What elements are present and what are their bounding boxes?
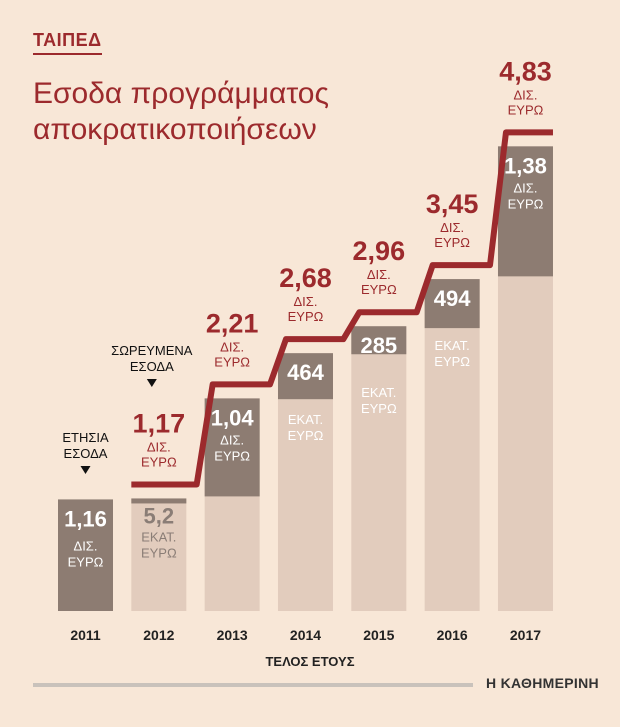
cumulative-unit-label: ΕΥΡΩ <box>361 282 397 297</box>
bar-unit-label: ΕΚΑΤ. <box>288 412 323 427</box>
x-tick-label: 2014 <box>290 627 321 643</box>
annotation-label: ΕΤΗΣΙΑ <box>62 430 109 445</box>
bar-unit-label: ΕΚΑΤ. <box>141 529 176 544</box>
bar-annual <box>277 353 333 400</box>
x-tick-label: 2015 <box>363 627 394 643</box>
cumulative-unit-label: ΕΥΡΩ <box>288 309 324 324</box>
chart-title-line-1: Εσοδα προγράμματος <box>33 77 329 110</box>
cumulative-value-label: 2,96 <box>353 236 406 266</box>
annotation-label: ΕΣΟΔΑ <box>130 359 174 374</box>
bar-unit-label: ΔΙΣ. <box>74 538 98 553</box>
bar-unit-label: ΕΚΑΤ. <box>435 338 470 353</box>
bar-value-label: 285 <box>360 333 397 358</box>
cumulative-unit-label: ΕΥΡΩ <box>508 102 544 117</box>
bar-cumulative <box>424 279 480 611</box>
cumulative-unit-label: ΕΥΡΩ <box>141 454 177 469</box>
bar-value-label: 1,04 <box>211 405 255 430</box>
cumulative-value-label: 2,21 <box>206 308 259 338</box>
bar-cumulative <box>351 326 407 611</box>
bar-unit-label: ΕΚΑΤ. <box>361 385 396 400</box>
annotation-label: ΣΩΡΕΥΜΕΝΑ <box>111 343 193 358</box>
bar-unit-label: ΕΥΡΩ <box>434 354 470 369</box>
bar-unit-label: ΕΥΡΩ <box>141 545 177 560</box>
source-tag: ΤΑΙΠΕΔ <box>33 30 102 55</box>
cumulative-value-label: 2,68 <box>279 263 332 293</box>
bar-unit-label: ΕΥΡΩ <box>214 448 250 463</box>
cumulative-value-label: 1,17 <box>133 408 186 438</box>
bar-annual <box>58 499 113 611</box>
bar-cumulative <box>131 498 187 611</box>
x-tick-label: 2013 <box>217 627 248 643</box>
bar-unit-label: ΕΥΡΩ <box>68 554 104 569</box>
annotation-arrow <box>146 379 157 387</box>
cumulative-unit-label: ΕΥΡΩ <box>214 354 250 369</box>
cumulative-unit-label: ΔΙΣ. <box>220 339 244 354</box>
x-tick-label: 2012 <box>143 627 174 643</box>
bar-value-label: 1,38 <box>504 153 547 178</box>
bar-annual <box>131 498 187 504</box>
bar-value-label: 464 <box>287 360 324 385</box>
bar-annual <box>424 279 480 329</box>
x-tick-label: 2011 <box>70 627 101 643</box>
cumulative-unit-label: ΔΙΣ. <box>294 294 318 309</box>
bar-annual <box>497 146 553 277</box>
bar-value-label: 1,16 <box>64 506 107 531</box>
bar-unit-label: ΕΥΡΩ <box>508 196 544 211</box>
x-tick-label: 2017 <box>510 627 541 643</box>
annotation-label: ΕΣΟΔΑ <box>64 446 108 461</box>
x-tick-label: 2016 <box>437 627 468 643</box>
bar-value-label: 5,2 <box>144 503 175 528</box>
bar-annual <box>204 398 260 497</box>
annotation-arrow <box>80 466 91 474</box>
chart-title-line-2: αποκρατικοποιήσεων <box>33 113 317 146</box>
cumulative-unit-label: ΔΙΣ. <box>147 439 171 454</box>
bar-annual <box>351 326 407 355</box>
cumulative-line <box>131 129 553 488</box>
cumulative-value-label: 3,45 <box>426 189 479 219</box>
bar-unit-label: ΔΙΣ. <box>514 180 538 195</box>
publisher-brand: Η ΚΑΘΗΜΕΡΙΝΗ <box>486 675 599 691</box>
cumulative-unit-label: ΔΙΣ. <box>367 267 391 282</box>
bar-unit-label: ΕΥΡΩ <box>361 401 397 416</box>
cumulative-unit-label: ΔΙΣ. <box>514 87 538 102</box>
x-axis-title: ΤΕΛΟΣ ΕΤΟΥΣ <box>265 654 354 669</box>
cumulative-value-label: 4,83 <box>499 56 552 86</box>
cumulative-unit-label: ΕΥΡΩ <box>434 235 470 250</box>
bar-value-label: 494 <box>434 286 471 311</box>
bar-unit-label: ΔΙΣ. <box>220 432 244 447</box>
cumulative-unit-label: ΔΙΣ. <box>440 220 464 235</box>
footer-rule <box>33 683 473 687</box>
bar-unit-label: ΕΥΡΩ <box>288 428 324 443</box>
